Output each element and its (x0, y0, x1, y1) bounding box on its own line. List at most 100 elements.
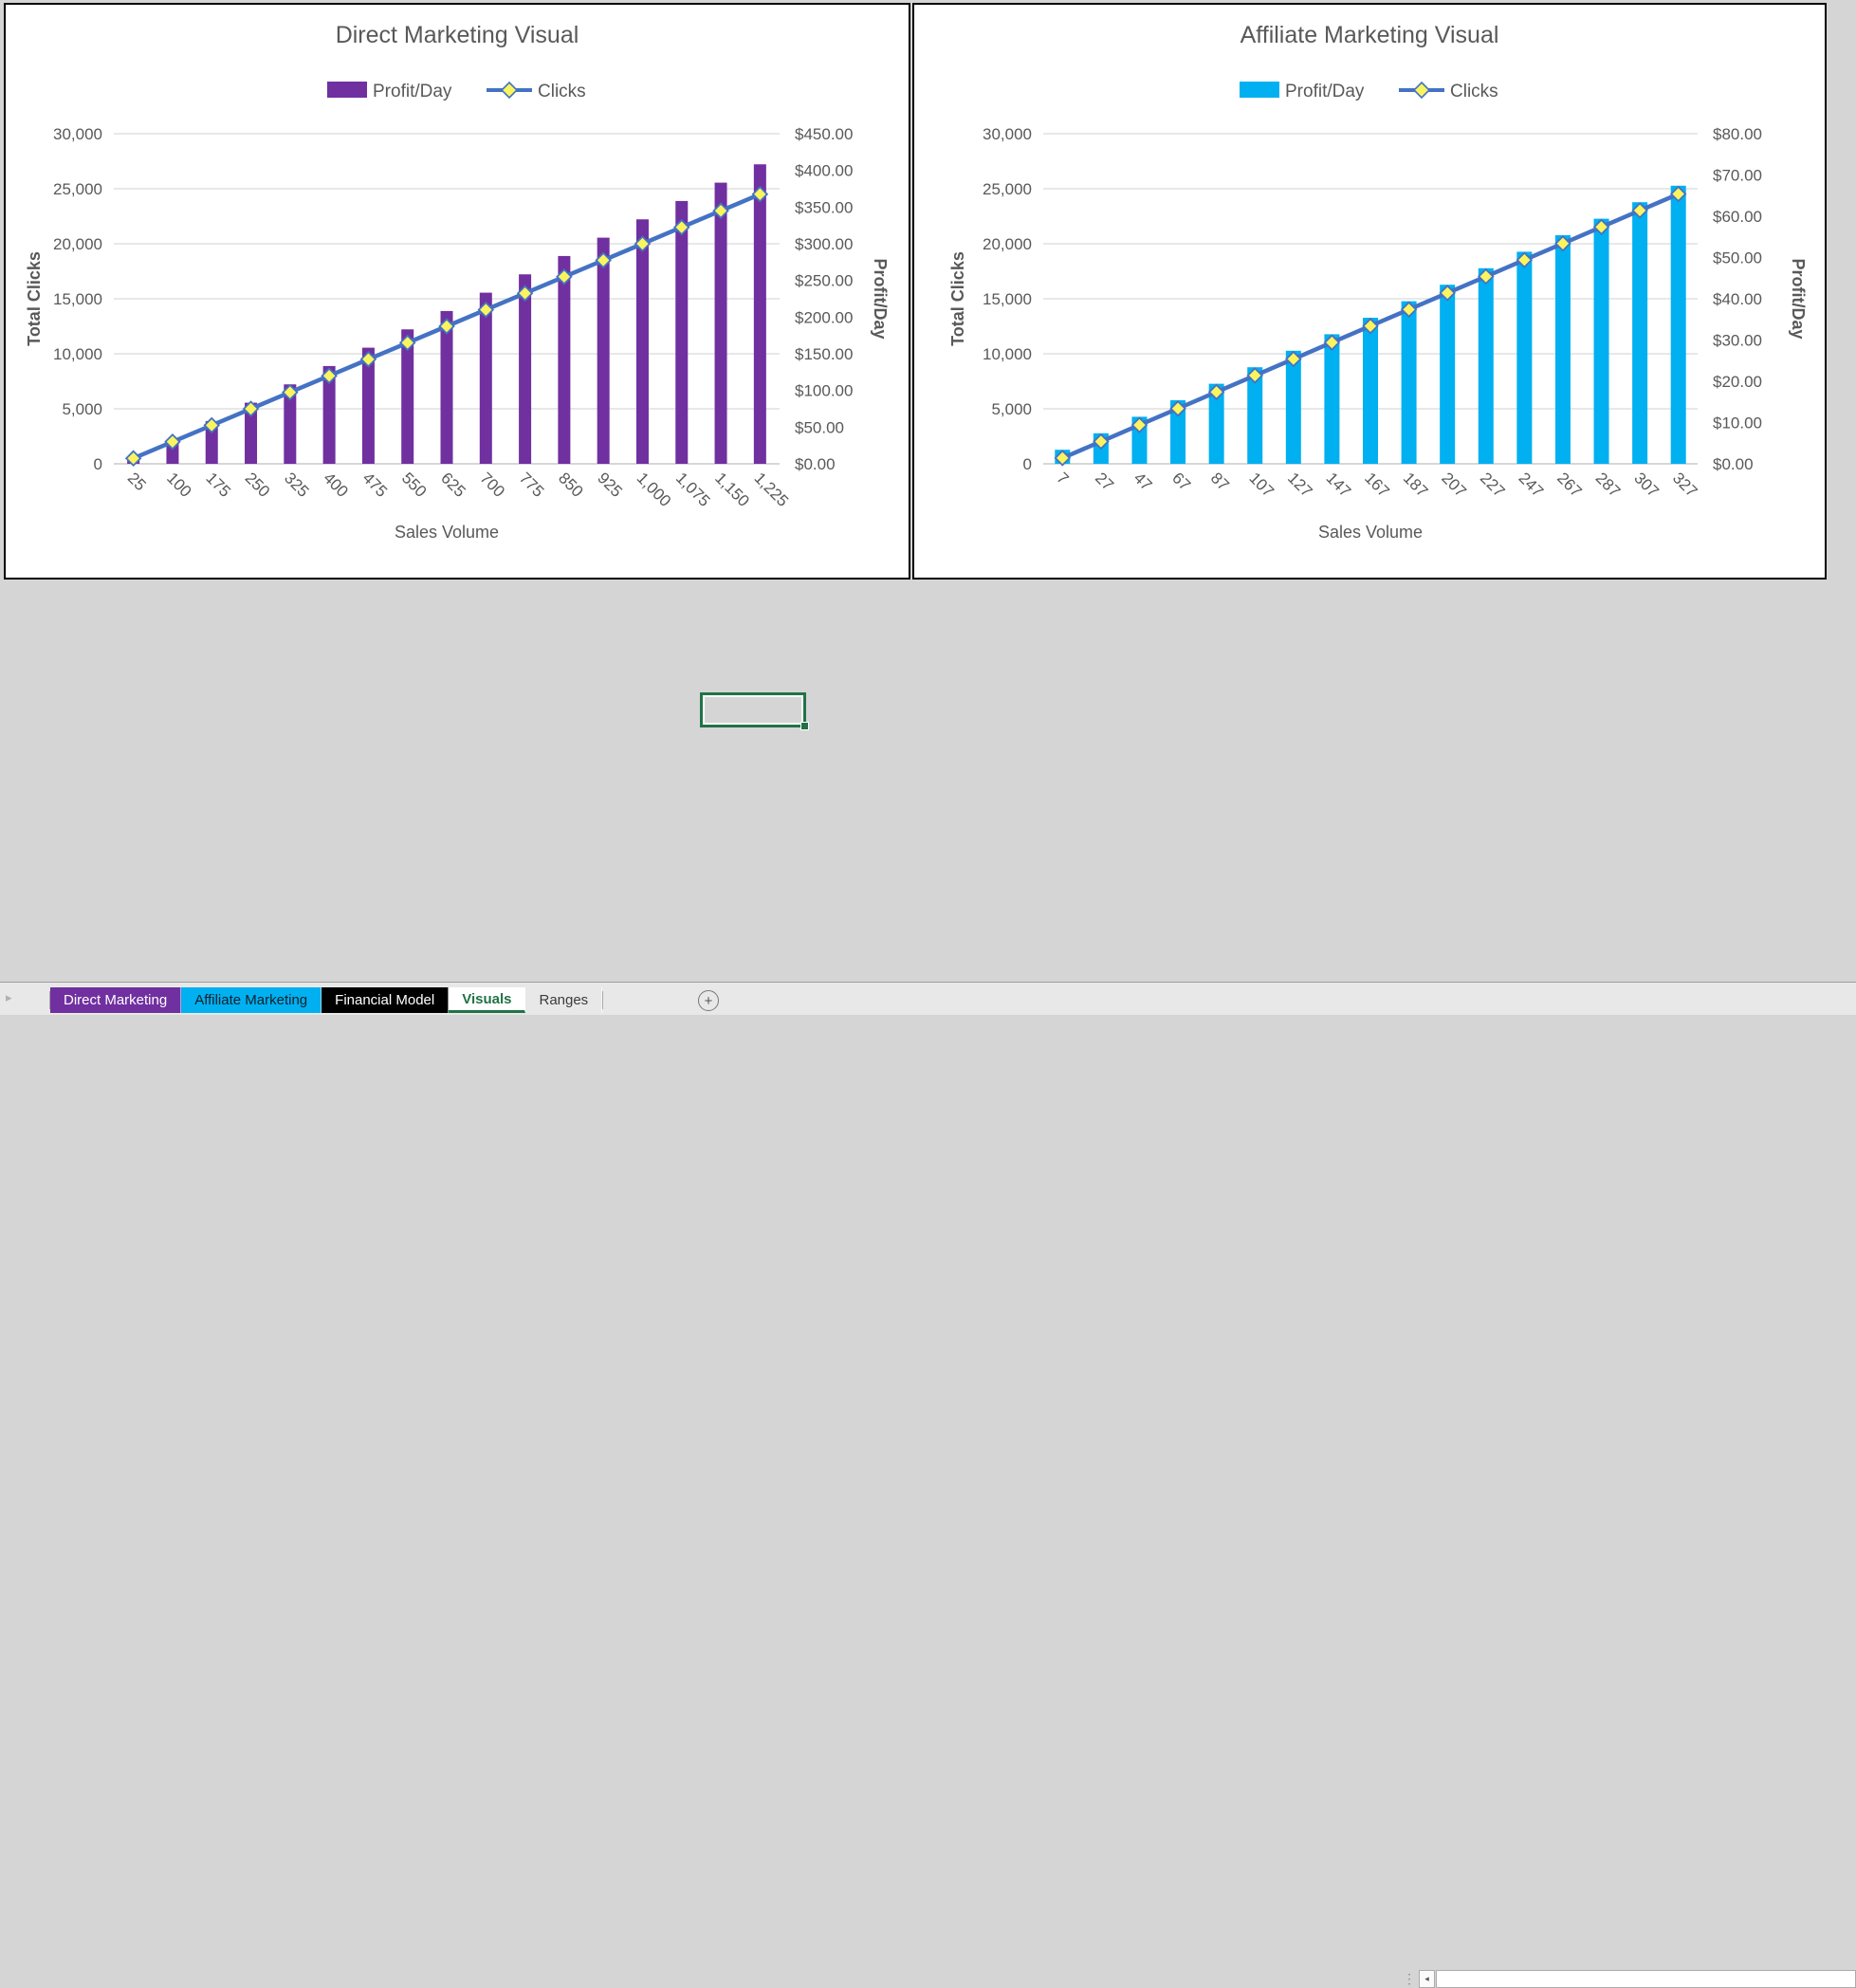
bar (322, 365, 336, 464)
legend-bar-swatch (1240, 82, 1279, 98)
marker-diamond (282, 383, 299, 401)
x-tick-label: 1,000 (634, 469, 675, 510)
marker-diamond (1631, 202, 1648, 219)
legend-marker-diamond (1412, 81, 1431, 100)
y-right-tick-label: $60.00 (1713, 208, 1762, 226)
chart-title: Direct Marketing Visual (336, 22, 579, 48)
horizontal-scrollbar[interactable] (1436, 1970, 1856, 1988)
bar (401, 329, 414, 464)
legend-bar-swatch (327, 82, 367, 98)
sheet-tab-visuals[interactable]: Visuals (449, 987, 526, 1013)
x-tick-label: 100 (163, 469, 194, 500)
x-tick-label: 325 (281, 469, 312, 500)
bar (1401, 301, 1417, 464)
marker-diamond (1285, 350, 1302, 368)
sheet-tab-ranges[interactable]: Ranges (525, 987, 603, 1013)
marker-diamond (1169, 399, 1186, 417)
y-right-tick-label: $200.00 (795, 308, 853, 326)
add-sheet-button[interactable]: + (698, 990, 719, 1011)
bar (675, 200, 689, 464)
bar (1440, 285, 1456, 464)
y-right-tick-label: $450.00 (795, 125, 853, 143)
x-tick-label: 550 (398, 469, 430, 500)
x-tick-label: 147 (1323, 469, 1354, 500)
scroll-left-icon: ◂ (1424, 1974, 1429, 1983)
affiliate-marketing-chart[interactable]: Affiliate Marketing Visual Profit/Day Clic… (912, 3, 1827, 580)
sheet-tab-financial-model[interactable]: Financial Model (322, 987, 450, 1013)
bar (714, 182, 727, 464)
scroll-left-button[interactable]: ◂ (1419, 1970, 1435, 1988)
bar (1632, 202, 1648, 464)
sheet-nav-right-icon[interactable]: ▸ (6, 990, 12, 1004)
x-tick-label: 700 (476, 469, 507, 500)
excel-visuals-sheet: { "icons": { "tab_nav_right": "▸", "scro… (0, 3, 1856, 1988)
marker-diamond (595, 251, 612, 269)
legend-label: Clicks (538, 82, 586, 101)
marker-diamond (398, 334, 416, 352)
bar-series (1055, 185, 1686, 465)
y-left-tick-label: 10,000 (983, 345, 1032, 363)
marker-diamond (321, 367, 338, 384)
marker-diamond (1554, 234, 1571, 252)
x-tick-label: 850 (555, 469, 586, 500)
selected-cell[interactable] (700, 692, 809, 730)
legend-label: Profit/Day (373, 82, 452, 101)
y-right-tick-label: $50.00 (795, 418, 844, 436)
x-tick-label: 775 (516, 469, 547, 500)
y-left-tick-label: 0 (94, 455, 102, 473)
x-tick-label: 925 (594, 469, 625, 500)
bar (479, 292, 492, 464)
marker-diamond (712, 202, 729, 219)
bar (1554, 235, 1571, 464)
x-tick-label: 207 (1438, 469, 1469, 500)
fill-handle[interactable] (800, 722, 809, 730)
y-right-tick-label: $20.00 (1713, 373, 1762, 391)
direct-marketing-chart[interactable]: Direct Marketing Visual Profit/Day Clicks 3… (4, 3, 910, 580)
bar (440, 310, 453, 464)
x-tick-label: 307 (1630, 469, 1662, 500)
x-tick-label: 475 (359, 469, 391, 500)
marker-diamond (164, 433, 181, 451)
y-right-tick-label: $350.00 (795, 198, 853, 216)
x-tick-label: 87 (1207, 469, 1233, 494)
bar (361, 347, 375, 464)
sheet-tab-affiliate-marketing[interactable]: Affiliate Marketing (181, 987, 322, 1013)
bar (1363, 318, 1378, 464)
x-tick-label: 107 (1245, 469, 1277, 500)
x-tick-label: 250 (242, 469, 273, 500)
marker-diamond (516, 285, 534, 302)
bar-series (127, 164, 766, 465)
bar (1593, 218, 1609, 465)
y-left-tick-label: 30,000 (983, 125, 1032, 143)
y-right-tick-label: $30.00 (1713, 332, 1762, 350)
x-axis-title: Sales Volume (1318, 523, 1423, 542)
x-tick-label: 1,150 (711, 469, 753, 510)
marker-diamond (438, 318, 455, 335)
y-right-tick-label: $0.00 (795, 455, 836, 473)
bar (1478, 267, 1494, 464)
x-axis-title: Sales Volume (395, 523, 499, 542)
marker-diamond (203, 416, 221, 434)
marker-diamond (1207, 383, 1225, 401)
chart-legend: Profit/Day Clicks (1240, 81, 1498, 101)
tab-separator (49, 991, 50, 1009)
bar (753, 164, 766, 465)
marker-diamond (477, 301, 495, 319)
y-right-tick-label: $40.00 (1713, 290, 1762, 308)
legend-label: Clicks (1450, 82, 1498, 101)
y-right-tick-label: $300.00 (795, 235, 853, 253)
x-tick-label: 47 (1130, 469, 1156, 494)
bar (1208, 383, 1224, 464)
bar (558, 255, 571, 464)
scrollbar-overflow-dots-icon[interactable]: ⋮ (1403, 1971, 1416, 1986)
x-tick-label: 267 (1553, 469, 1585, 500)
sheet-tab-direct-marketing[interactable]: Direct Marketing (50, 987, 182, 1013)
x-tick-label: 27 (1092, 469, 1117, 494)
y-right-tick-label: $150.00 (795, 345, 853, 363)
bar (1670, 185, 1686, 464)
marker-diamond (1669, 185, 1687, 203)
bar (1324, 334, 1340, 464)
x-tick-label: 7 (1053, 469, 1072, 488)
bar (1170, 400, 1186, 464)
y-left-tick-label: 25,000 (983, 180, 1032, 198)
